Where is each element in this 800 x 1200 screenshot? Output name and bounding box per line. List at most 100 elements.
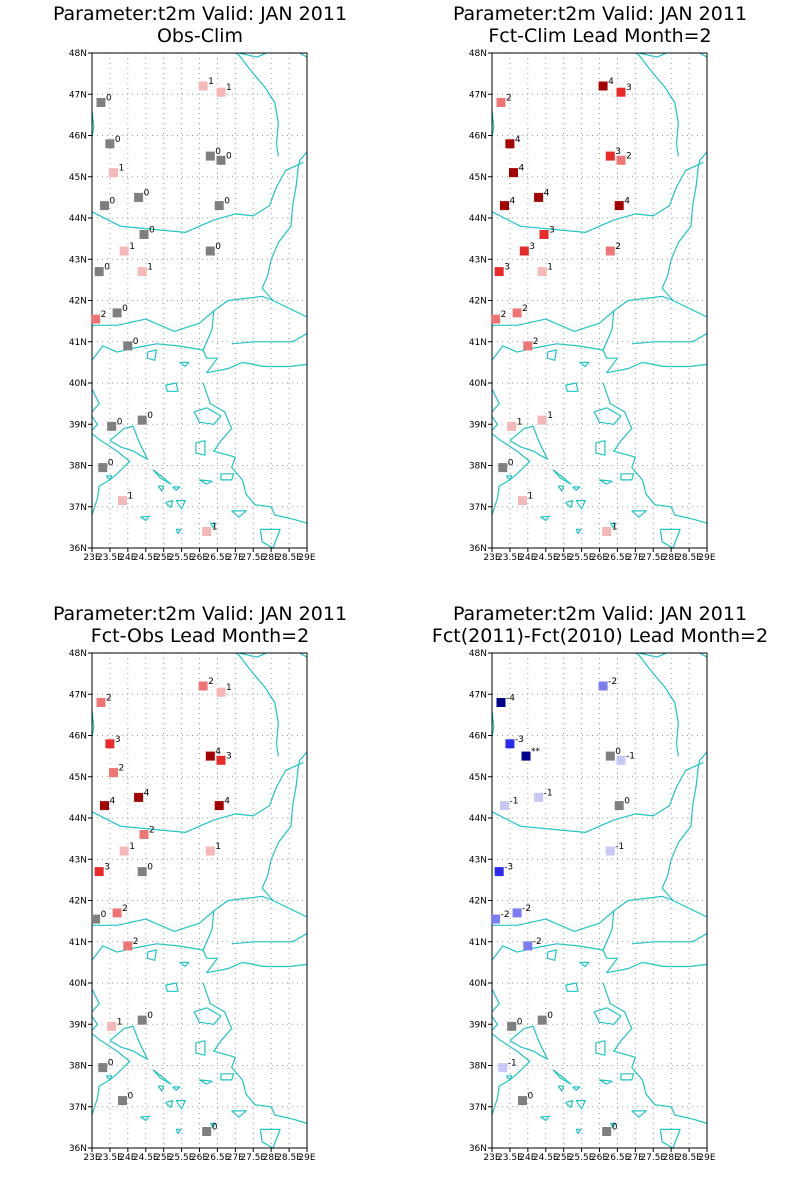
station-marker bbox=[491, 314, 501, 324]
station-marker bbox=[496, 98, 506, 107]
station-value-label: 1 bbox=[517, 417, 523, 427]
station-value-label: -4 bbox=[506, 694, 515, 704]
coastline bbox=[579, 361, 590, 368]
lat-tick-label: 44N bbox=[69, 814, 87, 824]
lat-tick-label: 38N bbox=[469, 462, 487, 472]
station-marker bbox=[94, 867, 104, 877]
coastline bbox=[261, 151, 307, 318]
station-marker bbox=[198, 81, 208, 91]
coastline bbox=[92, 343, 307, 374]
station-marker bbox=[119, 846, 129, 856]
lat-tick-label: 42N bbox=[469, 897, 487, 907]
lat-tick-label: 39N bbox=[69, 1020, 87, 1030]
map-grid bbox=[492, 653, 707, 1148]
station-marker bbox=[598, 81, 608, 91]
coastline bbox=[220, 473, 235, 481]
station-value-label: 0 bbox=[224, 197, 230, 207]
coastline bbox=[599, 479, 613, 485]
panel-title: Parameter:t2m Valid: JAN 2011 bbox=[453, 3, 747, 25]
station-marker bbox=[534, 792, 544, 802]
panel-subtitle: Obs-Clim bbox=[157, 25, 243, 47]
station-markers: -4 -3 ** -1 -1 -3 -2 -2 -2 -2 0 -1 0 -1 0 -1 0 0 0 bbox=[491, 677, 635, 1136]
station-marker bbox=[105, 139, 115, 149]
station-value-label: -1 bbox=[508, 1059, 517, 1069]
coastline bbox=[599, 1079, 613, 1085]
coastline bbox=[199, 479, 213, 485]
lat-tick-label: 41N bbox=[69, 938, 87, 948]
coastline bbox=[492, 895, 674, 932]
station-value-label: 2 bbox=[106, 694, 112, 704]
lon-tick-label: 25.5E bbox=[569, 1153, 595, 1163]
lat-tick-label: 37N bbox=[69, 503, 87, 513]
map-grid bbox=[92, 653, 307, 1148]
station-value-label: 0 bbox=[612, 1123, 618, 1133]
station-marker bbox=[512, 308, 522, 318]
lat-tick-label: 46N bbox=[69, 732, 87, 742]
coastline bbox=[92, 295, 274, 332]
lon-tick-label: 23E bbox=[483, 1153, 500, 1163]
station-marker bbox=[137, 1015, 147, 1025]
coastline bbox=[92, 161, 304, 233]
coastline bbox=[92, 943, 307, 974]
lon-tick-label: 23E bbox=[83, 1153, 100, 1163]
coastline bbox=[492, 988, 531, 1116]
station-value-label: 0 bbox=[547, 1011, 553, 1021]
station-value-label: 1 bbox=[129, 242, 135, 252]
station-marker bbox=[118, 1096, 127, 1106]
station-value-label: 1 bbox=[547, 411, 553, 421]
lat-tick-label: 46N bbox=[469, 132, 487, 142]
station-value-label: 0 bbox=[122, 304, 128, 314]
lon-tick-label: 26E bbox=[191, 1153, 208, 1163]
coastline bbox=[146, 349, 158, 361]
station-marker bbox=[496, 698, 506, 707]
coastline bbox=[234, 53, 279, 157]
coastline bbox=[220, 1073, 235, 1081]
coastline bbox=[92, 895, 274, 932]
lat-tick-label: 39N bbox=[69, 420, 87, 430]
coastlines bbox=[492, 53, 707, 548]
station-marker bbox=[91, 314, 101, 324]
coastline bbox=[565, 1100, 574, 1109]
coastline bbox=[564, 982, 579, 992]
lat-tick-label: 40N bbox=[469, 979, 487, 989]
station-marker bbox=[537, 1015, 547, 1025]
coastline bbox=[165, 1100, 174, 1109]
station-marker bbox=[123, 941, 133, 951]
station-value-label: 4 bbox=[510, 197, 516, 207]
station-marker bbox=[605, 246, 615, 256]
station-marker bbox=[616, 155, 626, 165]
station-value-label: 0 bbox=[212, 1123, 218, 1133]
station-marker bbox=[616, 755, 626, 765]
station-value-label: 0 bbox=[215, 147, 221, 157]
coastline bbox=[595, 1040, 606, 1056]
station-marker bbox=[137, 267, 147, 277]
station-value-label: 0 bbox=[147, 411, 153, 421]
station-marker bbox=[98, 1063, 108, 1073]
coastline bbox=[659, 1128, 681, 1148]
map-panel: Parameter:t2m Valid: JAN 2011Fct(2011)-F… bbox=[432, 603, 768, 1163]
coastline bbox=[231, 332, 307, 345]
coastline bbox=[505, 1075, 513, 1081]
station-value-label: 0 bbox=[528, 1092, 534, 1102]
station-marker bbox=[598, 681, 608, 691]
lon-tick-label: 28.5E bbox=[276, 1153, 302, 1163]
station-marker bbox=[507, 421, 517, 431]
lon-tick-label: 26.5E bbox=[605, 1153, 631, 1163]
coastline bbox=[540, 1115, 550, 1121]
coastline bbox=[595, 440, 606, 456]
coastline bbox=[572, 486, 581, 491]
coastline bbox=[175, 528, 182, 535]
station-marker bbox=[134, 192, 144, 202]
lon-tick-label: 28E bbox=[263, 1153, 280, 1163]
station-value-label: 0 bbox=[149, 226, 155, 236]
station-value-label: 0 bbox=[147, 1011, 153, 1021]
station-value-label: 4 bbox=[515, 135, 521, 145]
lon-tick-label: 24.5E bbox=[133, 1153, 159, 1163]
coastline bbox=[259, 528, 281, 548]
station-marker bbox=[214, 801, 224, 811]
coastline bbox=[195, 1040, 206, 1056]
coastline bbox=[552, 1069, 572, 1085]
